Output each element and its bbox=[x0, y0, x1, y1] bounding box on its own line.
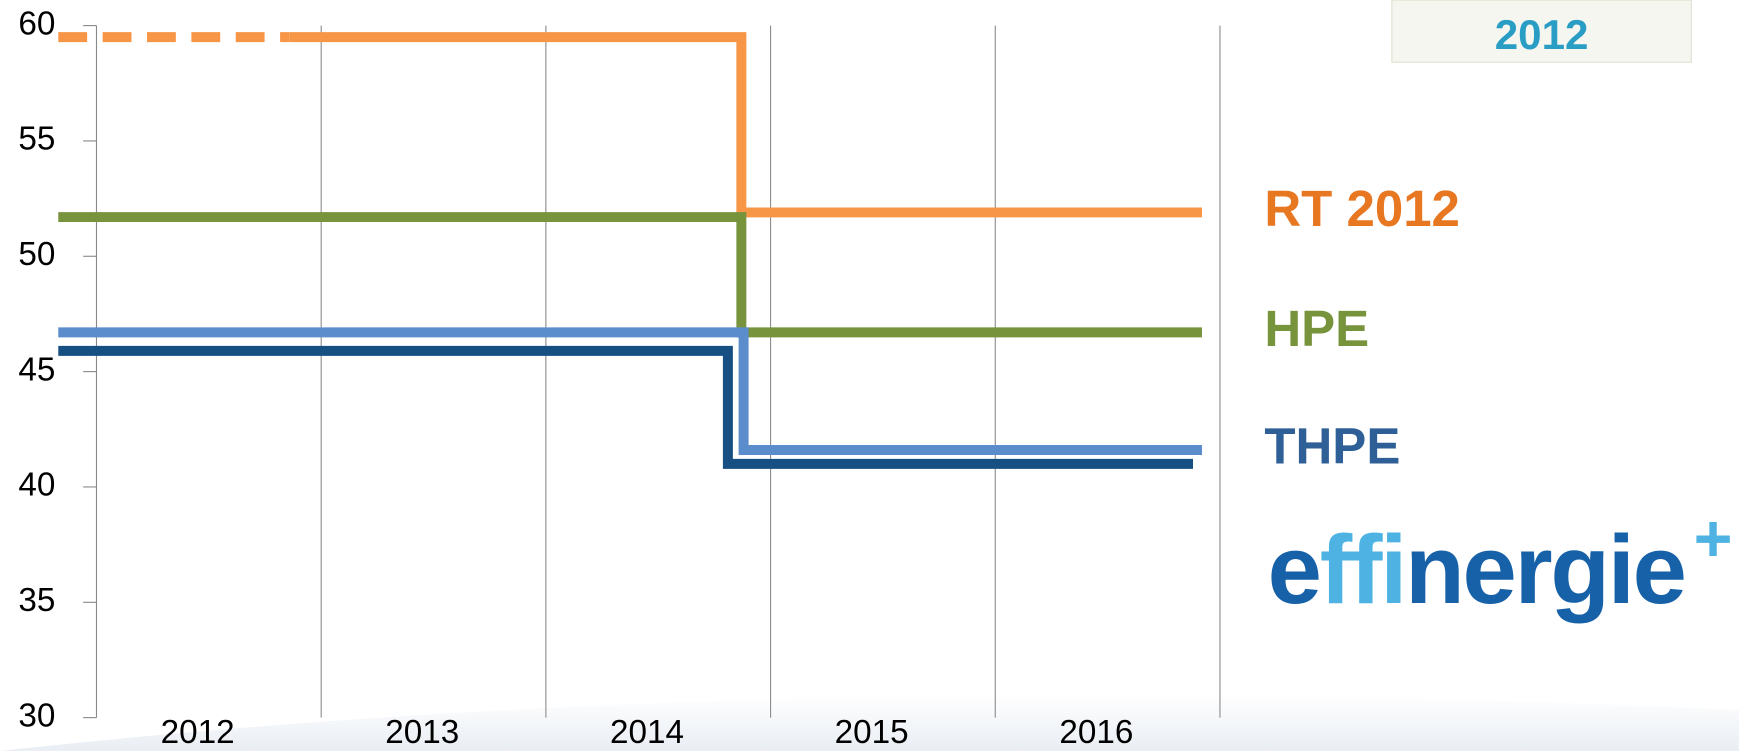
effinergie-logo: effinergie + bbox=[1268, 502, 1731, 623]
x-tick-label: 2014 bbox=[610, 714, 684, 751]
y-tick-label: 45 bbox=[18, 351, 55, 388]
x-tick-label: 2012 bbox=[161, 714, 235, 751]
badge-year: 2012 bbox=[1495, 11, 1589, 58]
background-swoosh bbox=[0, 694, 1739, 751]
series-label: THPE bbox=[1264, 418, 1400, 475]
step-line bbox=[58, 327, 1202, 456]
x-tick-label: 2015 bbox=[835, 714, 909, 751]
y-tick-label: 40 bbox=[18, 467, 55, 504]
series-label: RT 2012 bbox=[1264, 180, 1460, 237]
x-tick-label: 2013 bbox=[385, 714, 459, 751]
badge bbox=[1391, 0, 1692, 63]
logo-part: ffi bbox=[1320, 515, 1405, 624]
step-line bbox=[58, 212, 1202, 338]
series-label: HPE bbox=[1264, 300, 1369, 357]
y-tick-label: 60 bbox=[18, 5, 55, 42]
y-tick-label: 30 bbox=[18, 697, 55, 734]
y-tick-label: 50 bbox=[18, 236, 55, 273]
y-tick-label: 35 bbox=[18, 582, 55, 619]
step-line bbox=[58, 345, 1194, 469]
logo-part: nergie bbox=[1405, 515, 1685, 624]
logo-part: e bbox=[1268, 515, 1320, 624]
step-line bbox=[289, 32, 1202, 218]
x-tick-label: 2016 bbox=[1059, 714, 1133, 751]
logo-part: + bbox=[1694, 502, 1731, 576]
y-tick-label: 55 bbox=[18, 121, 55, 158]
